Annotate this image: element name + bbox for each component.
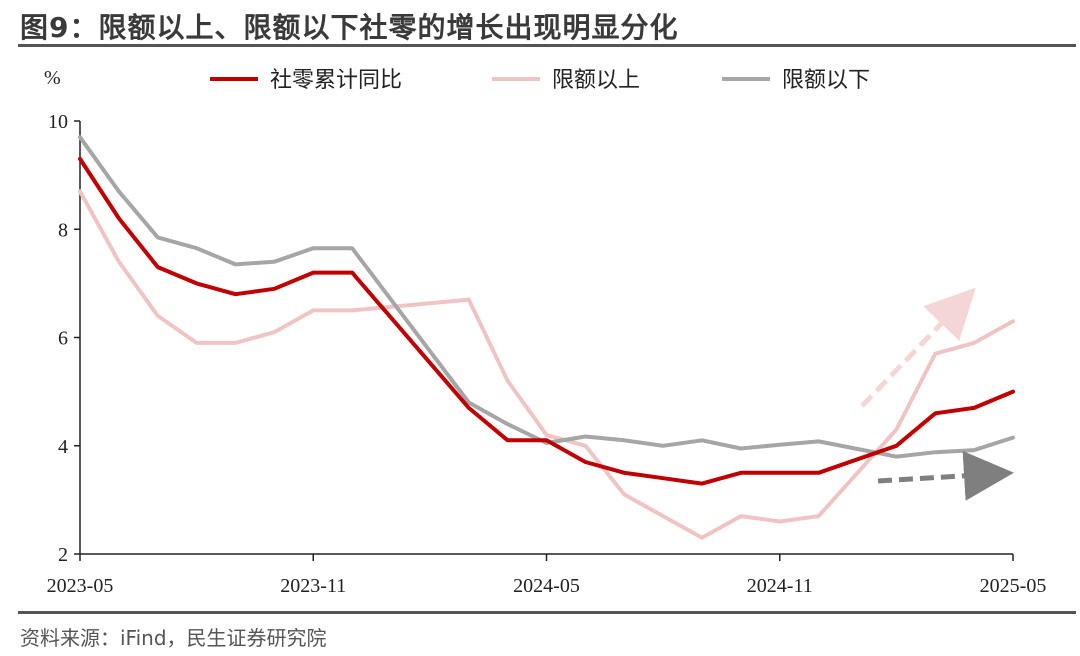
y-axis-unit-label: %: [44, 67, 61, 89]
y-tick-label: 10: [48, 111, 68, 133]
trend-arrow-flat: [877, 450, 1014, 501]
chart-axes: 2 4 6 8 10 2023-05 2023-11 2024-05 2024-11 2025-0…: [47, 111, 1047, 597]
page-title: 图9：限额以上、限额以下社零的增长出现明显分化: [20, 11, 679, 44]
series-line-above-quota: [78, 189, 1015, 540]
chart-legend: 社零累计同比 限额以上 限额以下: [210, 68, 870, 93]
legend-label-below-quota: 限额以下: [782, 68, 870, 93]
trend-arrow-up: [860, 287, 976, 408]
chart-series: [78, 135, 1015, 540]
y-tick-label: 6: [58, 328, 68, 350]
source-note: 资料来源：iFind，民生证券研究院: [20, 626, 327, 650]
title-divider: [18, 44, 1076, 47]
legend-label-retail-total: 社零累计同比: [270, 68, 402, 93]
x-tick-label: 2023-05: [47, 575, 114, 597]
x-tick-label: 2024-11: [747, 575, 813, 597]
y-tick-label: 4: [58, 436, 68, 458]
x-tick-label: 2023-11: [280, 575, 346, 597]
footer-divider: [18, 611, 1076, 614]
x-tick-label: 2025-05: [980, 575, 1047, 597]
legend-label-above-quota: 限额以上: [552, 68, 640, 93]
y-tick-label: 8: [58, 219, 68, 241]
y-tick-label: 2: [58, 544, 68, 566]
series-line-retail-total: [78, 156, 1015, 486]
x-tick-label: 2024-05: [513, 575, 580, 597]
series-line-below-quota: [78, 135, 1015, 459]
